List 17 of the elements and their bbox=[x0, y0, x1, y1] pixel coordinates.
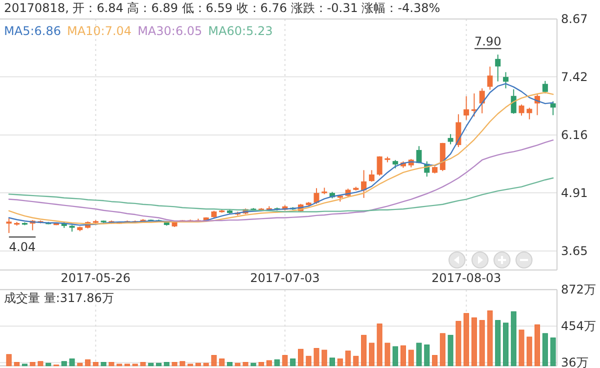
y-tick-label: 7.42 bbox=[561, 70, 588, 84]
y-tick-label: 454万 bbox=[561, 319, 596, 334]
y-tick-label: 4.91 bbox=[561, 186, 588, 200]
x-tick-label: 2017-07-03 bbox=[250, 271, 320, 285]
y-tick-label: 6.16 bbox=[561, 128, 588, 142]
chart-title: 成交量 量:317.86万 bbox=[4, 291, 114, 305]
chart-title: 20170818, 开：6.84 高：6.89 低：6.59 收：6.76 涨跌：-0.31 涨幅：-4.38% bbox=[4, 1, 440, 15]
y-tick-label: 872万 bbox=[561, 282, 596, 297]
y-tick-label: 36万 bbox=[561, 356, 588, 368]
x-tick-label: 2017-05-26 bbox=[60, 271, 131, 285]
y-tick-label: 3.65 bbox=[561, 244, 588, 258]
annotation: 7.90 bbox=[474, 34, 502, 50]
annotation: 4.04 bbox=[8, 240, 36, 254]
x-tick-label: 2017-08-03 bbox=[431, 271, 502, 285]
annotation: 4.04 bbox=[8, 236, 36, 254]
legend: MA5:6.86 MA10:7.04 MA30:6.05 MA60:5.23 bbox=[4, 24, 273, 38]
y-tick-label: 8.67 bbox=[561, 12, 588, 26]
